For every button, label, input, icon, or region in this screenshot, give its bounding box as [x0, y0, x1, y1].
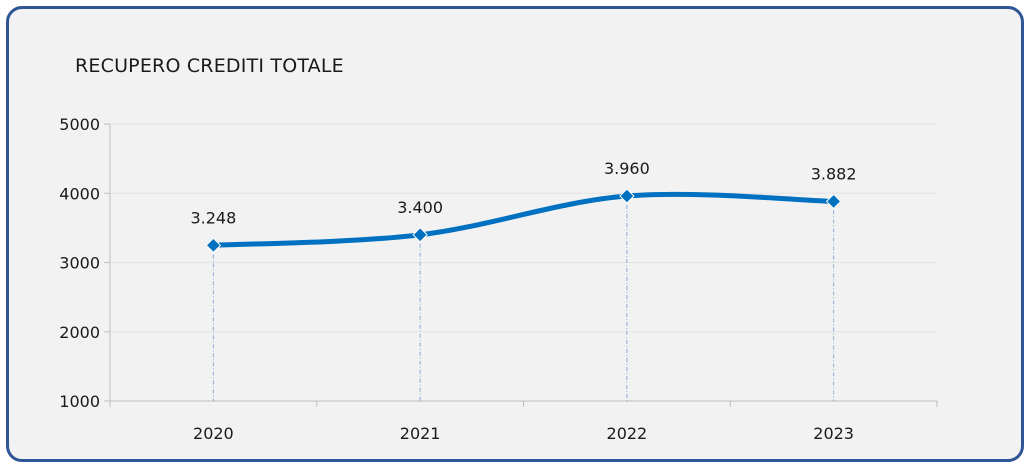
data-point-2023 [825, 193, 842, 210]
y-tick-label: 5000 [59, 115, 100, 134]
y-tick-label: 3000 [59, 254, 100, 273]
chart-title: RECUPERO CREDITI TOTALE [75, 55, 344, 77]
data-label-2022: 3.960 [604, 159, 650, 178]
data-point-2022 [619, 188, 635, 204]
y-tick-label: 2000 [59, 323, 100, 342]
line-chart: 1000 2000 3000 4000 5000 2020 2021 2022 2023 3.24… [59, 115, 938, 443]
series-line [210, 191, 837, 248]
x-tick-label: 2020 [193, 424, 234, 443]
x-tick-label: 2022 [607, 424, 648, 443]
x-tick-label: 2021 [400, 424, 441, 443]
chart-frame: RECUPERO CREDITI TOTALE 1000 2000 3000 4000… [6, 6, 1024, 462]
y-tick-label: 1000 [59, 392, 100, 411]
data-point-2020 [205, 237, 222, 254]
data-label-2020: 3.248 [190, 208, 236, 227]
data-point-2021 [412, 227, 428, 243]
data-label-2023: 3.882 [811, 164, 857, 183]
x-tick-label: 2023 [813, 424, 854, 443]
y-tick-label: 4000 [59, 184, 100, 203]
data-label-2021: 3.400 [397, 198, 443, 217]
